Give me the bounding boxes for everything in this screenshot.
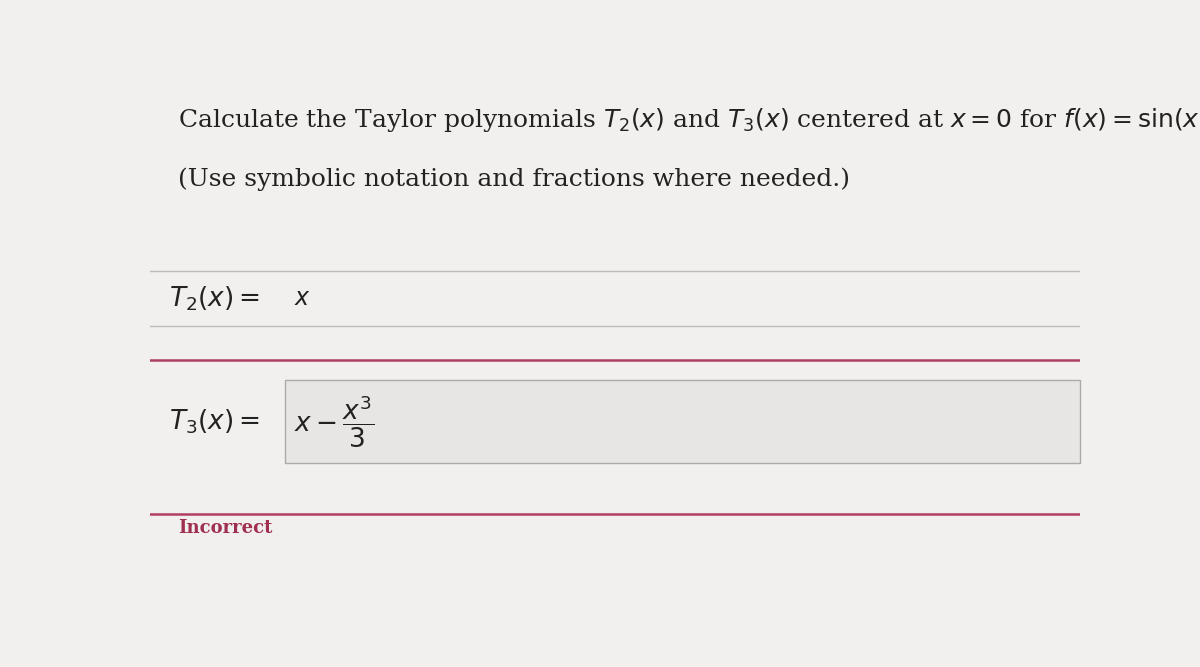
FancyBboxPatch shape <box>284 380 1080 463</box>
Text: Incorrect: Incorrect <box>178 519 272 537</box>
Text: $T_2(x) =$: $T_2(x) =$ <box>168 284 259 313</box>
Text: $T_3(x) =$: $T_3(x) =$ <box>168 408 259 436</box>
Text: $x$: $x$ <box>294 287 311 309</box>
Text: (Use symbolic notation and fractions where needed.): (Use symbolic notation and fractions whe… <box>178 167 850 191</box>
Text: Calculate the Taylor polynomials $T_2(x)$ and $T_3(x)$ centered at $x = 0$ for $: Calculate the Taylor polynomials $T_2(x)… <box>178 106 1200 133</box>
Text: $x - \dfrac{x^3}{3}$: $x - \dfrac{x^3}{3}$ <box>294 394 374 450</box>
